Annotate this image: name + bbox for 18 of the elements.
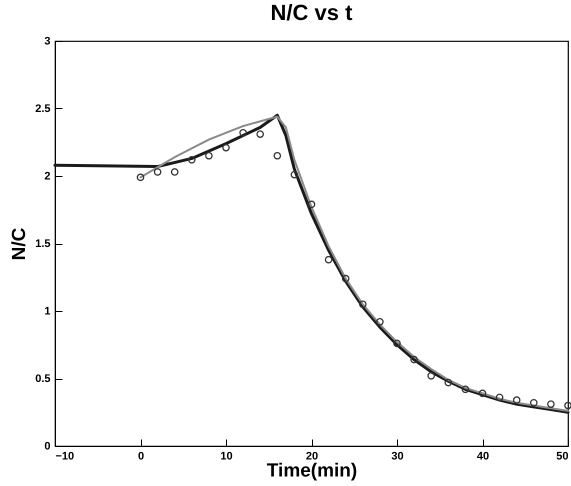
y-tick-label: 2.5 <box>35 103 50 115</box>
chart-title: N/C vs t <box>270 0 354 25</box>
y-tick-label: 0.5 <box>35 373 50 385</box>
y-axis-title: N/C <box>9 227 30 260</box>
x-tick-label: 50 <box>556 450 568 462</box>
line-series <box>140 116 569 412</box>
x-tick-label: −10 <box>56 450 74 462</box>
x-tick-label: 0 <box>138 450 144 462</box>
y-tick-label: 3 <box>44 36 50 48</box>
y-tick-label: 0 <box>44 440 50 452</box>
y-tick-label: 1.5 <box>35 238 50 250</box>
y-tick-label: 1 <box>44 306 50 318</box>
x-tick-label: 30 <box>391 450 404 462</box>
x-tick-label: 40 <box>476 450 490 462</box>
y-tick-label: 2 <box>44 170 50 182</box>
x-tick-label: 20 <box>306 450 318 462</box>
x-axis-title: Time(min) <box>266 460 358 482</box>
x-tick-label: 10 <box>220 450 233 462</box>
